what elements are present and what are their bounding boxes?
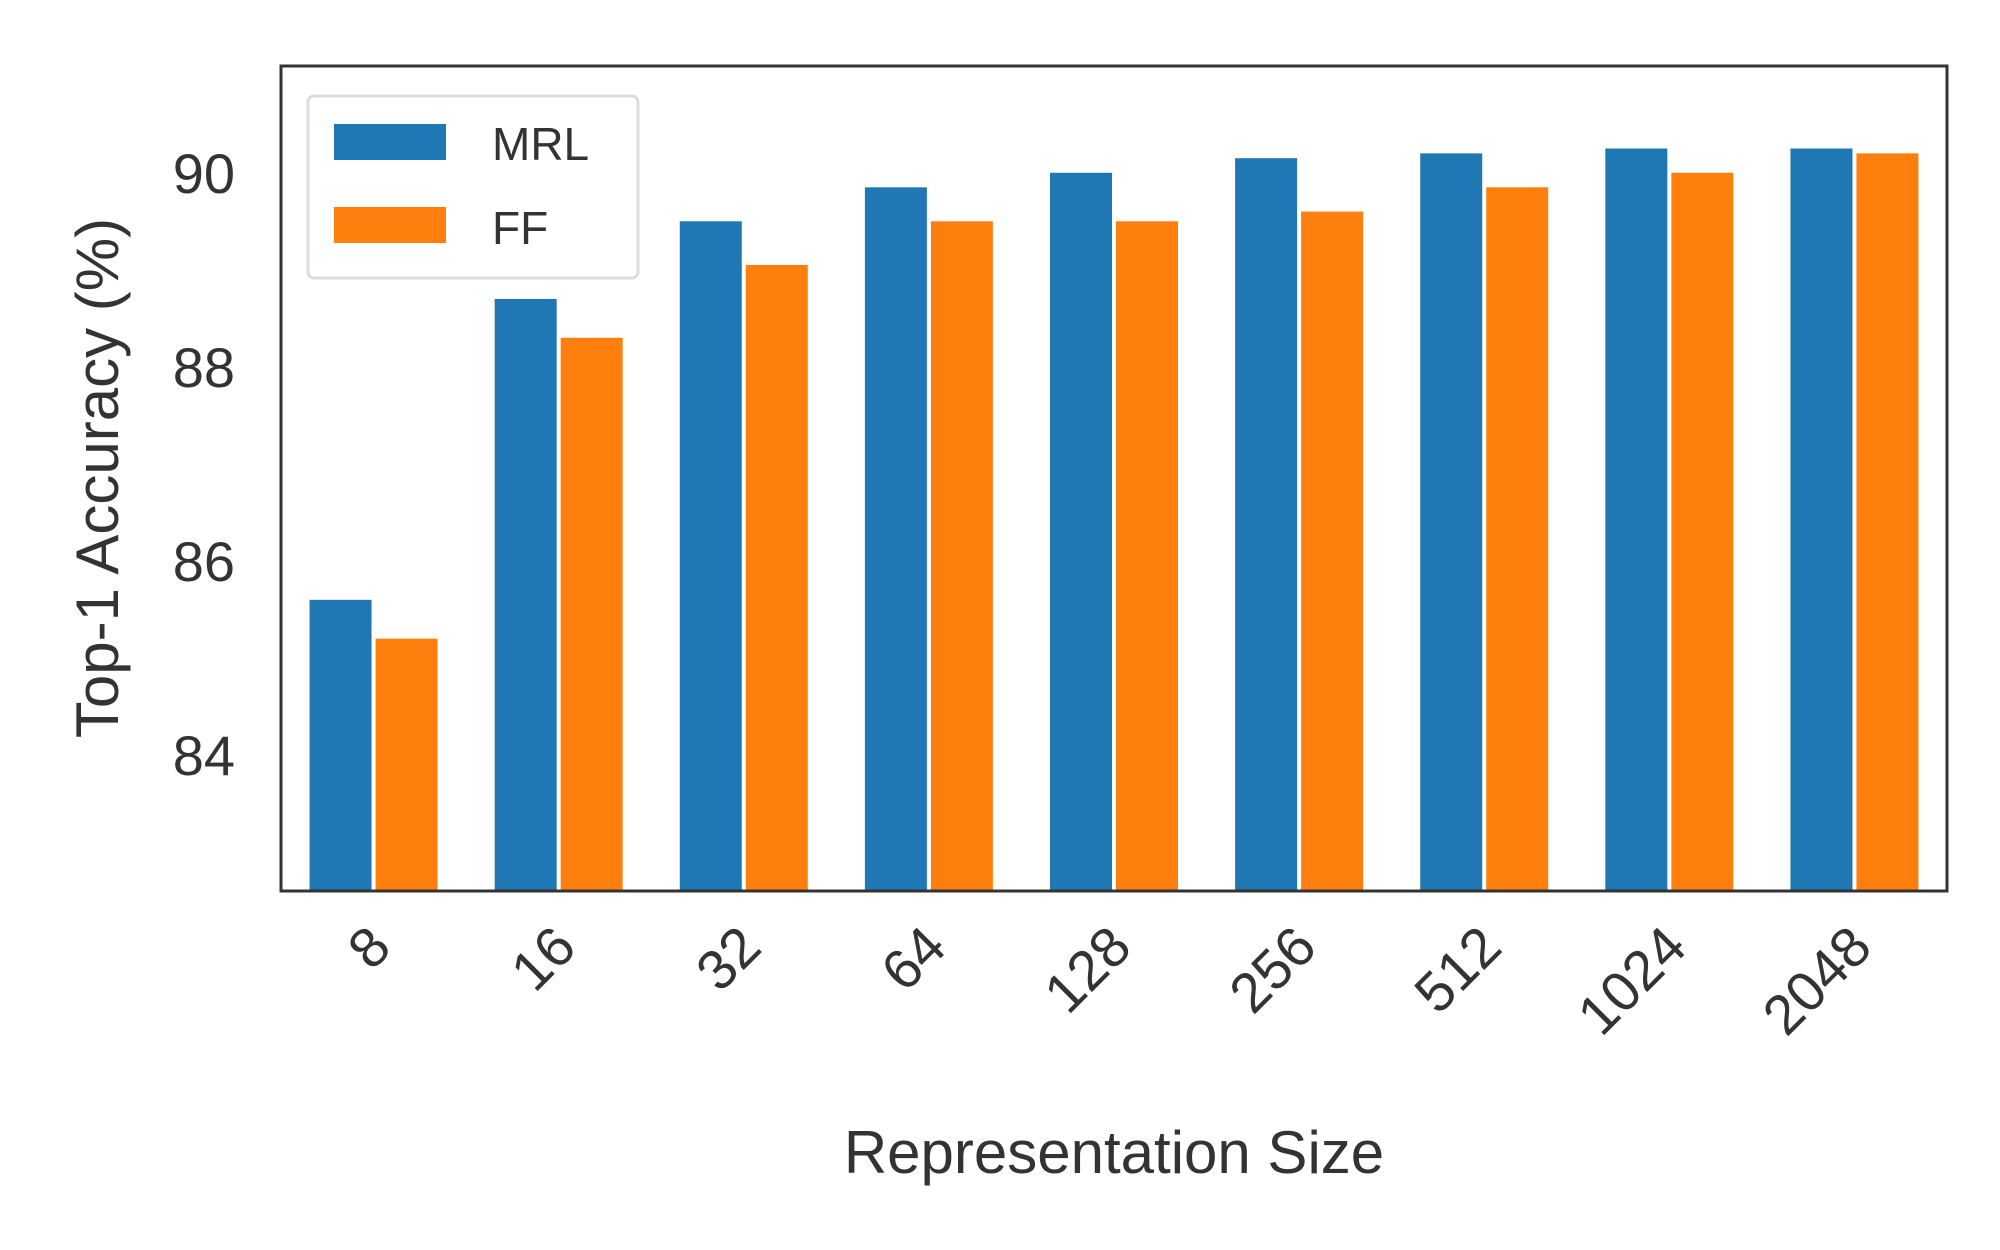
x-tick-label: 1024 <box>1565 914 1698 1047</box>
plot-frame <box>279 64 1949 893</box>
bar-ff-128 <box>1116 221 1178 891</box>
bar-mrl-32 <box>679 221 742 891</box>
bar-ff-512 <box>1486 187 1549 891</box>
bar-mrl-128 <box>1050 172 1112 891</box>
y-axis-label: Top-1 Accuracy (%) <box>64 218 131 738</box>
x-tick-label: 64 <box>869 914 958 1003</box>
y-tick-label: 84 <box>173 724 235 787</box>
x-tick-label: 32 <box>684 914 773 1003</box>
legend-swatch-mrl <box>334 124 446 160</box>
x-tick-labels: 8 16 32 64 128 256 512 1024 2048 <box>335 914 1882 1047</box>
x-tick-label: 128 <box>1032 914 1143 1025</box>
y-tick-label: 90 <box>173 142 235 205</box>
bar-mrl-16 <box>494 298 557 891</box>
legend-label-ff: FF <box>492 202 548 254</box>
bar-mrl-8 <box>309 599 372 891</box>
bar-ff-1024 <box>1671 172 1734 891</box>
legend: MRL FF <box>306 94 640 280</box>
y-tick-label: 86 <box>173 530 235 593</box>
y-tick-labels: 84 86 88 90 <box>173 142 235 787</box>
x-axis-label: Representation Size <box>844 1119 1384 1186</box>
bars-layer <box>309 148 1919 892</box>
bar-ff-256 <box>1301 211 1364 891</box>
bar-mrl-512 <box>1420 153 1483 892</box>
bar-ff-2048 <box>1856 153 1919 892</box>
bar-ff-64 <box>930 221 993 891</box>
bar-mrl-2048 <box>1790 148 1853 891</box>
bar-mrl-256 <box>1235 158 1298 892</box>
bar-mrl-1024 <box>1605 148 1668 891</box>
bar-ff-32 <box>745 264 808 891</box>
x-tick-label: 8 <box>335 914 402 981</box>
y-tick-label: 88 <box>173 336 235 399</box>
x-tick-label: 2048 <box>1750 914 1883 1047</box>
x-tick-label: 256 <box>1217 914 1328 1025</box>
x-tick-label: 16 <box>499 914 588 1003</box>
x-tick-label: 512 <box>1402 914 1513 1025</box>
bar-ff-16 <box>560 337 623 891</box>
legend-swatch-ff <box>334 207 446 243</box>
bar-ff-8 <box>375 638 438 891</box>
bar-mrl-64 <box>864 187 927 891</box>
legend-label-mrl: MRL <box>492 118 589 170</box>
